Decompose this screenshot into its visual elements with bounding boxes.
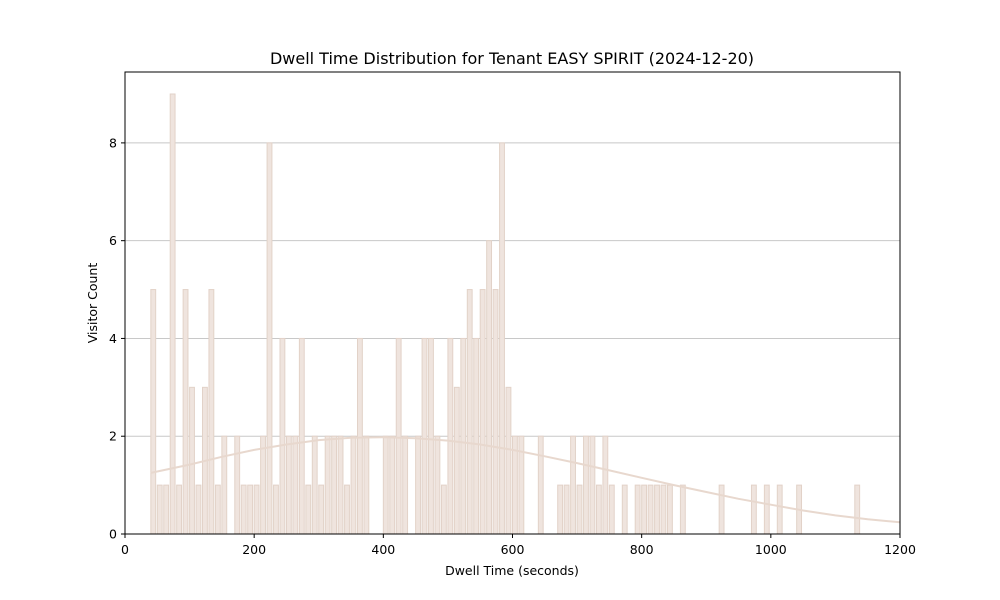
histogram-bar	[434, 435, 441, 535]
histogram-bar	[247, 484, 254, 535]
histogram-bar	[279, 337, 286, 535]
x-tick-label: 600	[501, 542, 525, 557]
histogram-bar	[221, 435, 228, 535]
histogram-bar	[654, 484, 660, 535]
y-axis-label: Visitor Count	[85, 263, 100, 344]
histogram-bar	[318, 484, 325, 535]
histogram-bar	[214, 484, 221, 535]
histogram-bar	[402, 435, 409, 535]
histogram-bar	[583, 435, 589, 535]
y-tick-label: 2	[109, 429, 117, 444]
histogram-bar	[292, 435, 299, 535]
x-axis-ticks: 0 200 400 600 800 1000 1200	[121, 534, 916, 557]
histogram-bar	[415, 435, 421, 535]
histogram-bars	[150, 93, 861, 535]
histogram-bar	[453, 386, 460, 535]
histogram-bar	[324, 435, 331, 535]
histogram-bar	[189, 386, 195, 535]
x-tick-label: 1000	[755, 542, 787, 557]
y-tick-label: 8	[109, 135, 117, 150]
histogram-bar	[311, 435, 318, 535]
chart-title: Dwell Time Distribution for Tenant EASY …	[270, 49, 754, 68]
histogram-bar	[156, 484, 163, 535]
histogram-bar	[357, 337, 363, 535]
histogram-bar	[499, 142, 505, 535]
histogram-bar	[305, 484, 312, 535]
histogram-bar	[208, 289, 215, 535]
y-tick-label: 0	[109, 527, 117, 542]
histogram-bar	[382, 435, 389, 535]
histogram-bar	[363, 435, 370, 535]
histogram-bar	[641, 484, 648, 535]
histogram-bar	[679, 484, 686, 535]
histogram-bar	[273, 484, 279, 535]
histogram-bar	[428, 337, 434, 535]
histogram-bar	[473, 337, 480, 535]
histogram-bar	[298, 337, 305, 535]
histogram-bar	[570, 435, 576, 535]
histogram-bar	[421, 337, 428, 535]
histogram-bar	[557, 484, 564, 535]
histogram-bar	[634, 484, 641, 535]
histogram-bar	[234, 435, 241, 535]
histogram-bar	[486, 240, 493, 535]
x-tick-label: 200	[242, 542, 266, 557]
histogram-bar	[266, 142, 273, 535]
density-curve	[150, 436, 901, 524]
histogram-bar	[602, 435, 609, 535]
histogram-bar	[150, 289, 157, 535]
histogram-bar	[763, 484, 770, 535]
histogram-bar	[389, 435, 396, 535]
histogram-bar	[253, 484, 260, 535]
histogram-bar	[350, 435, 357, 535]
y-tick-label: 4	[109, 331, 117, 346]
x-tick-label: 800	[630, 542, 654, 557]
y-axis-ticks: 0 2 4 6 8	[109, 135, 125, 542]
histogram-bar	[460, 337, 467, 535]
histogram-bar	[466, 289, 473, 535]
histogram-bar	[750, 484, 757, 535]
histogram-bar	[440, 484, 447, 535]
histogram-bar	[589, 435, 596, 535]
histogram-bar	[563, 484, 570, 535]
histogram-bar	[660, 484, 667, 535]
y-gridlines	[125, 142, 900, 437]
histogram-bar	[163, 484, 170, 535]
histogram-bar	[260, 435, 266, 535]
histogram-bar	[344, 484, 350, 535]
histogram-bar	[776, 484, 783, 535]
histogram-bar	[395, 337, 402, 535]
histogram-bar	[337, 435, 344, 535]
histogram-bar	[240, 484, 247, 535]
histogram-bar	[447, 337, 454, 535]
histogram-bar	[647, 484, 654, 535]
histogram-bar	[176, 484, 183, 535]
x-tick-label: 0	[121, 542, 129, 557]
histogram-bar	[667, 484, 673, 535]
histogram-bar	[537, 435, 544, 535]
histogram-bar	[718, 484, 725, 535]
x-tick-label: 400	[371, 542, 395, 557]
histogram-bar	[195, 484, 202, 535]
histogram-bar	[608, 484, 615, 535]
x-tick-label: 1200	[884, 542, 916, 557]
histogram-bar	[595, 484, 602, 535]
histogram-bar	[854, 484, 861, 535]
y-tick-label: 6	[109, 233, 117, 248]
histogram-bar	[492, 289, 499, 535]
histogram-bar	[505, 386, 512, 535]
histogram-bar	[285, 435, 292, 535]
histogram-bar	[621, 484, 628, 535]
x-axis-label: Dwell Time (seconds)	[445, 563, 579, 578]
histogram-bar	[479, 289, 486, 535]
histogram-bar	[182, 289, 189, 535]
histogram-bar	[576, 484, 583, 535]
histogram-bar	[331, 435, 338, 535]
